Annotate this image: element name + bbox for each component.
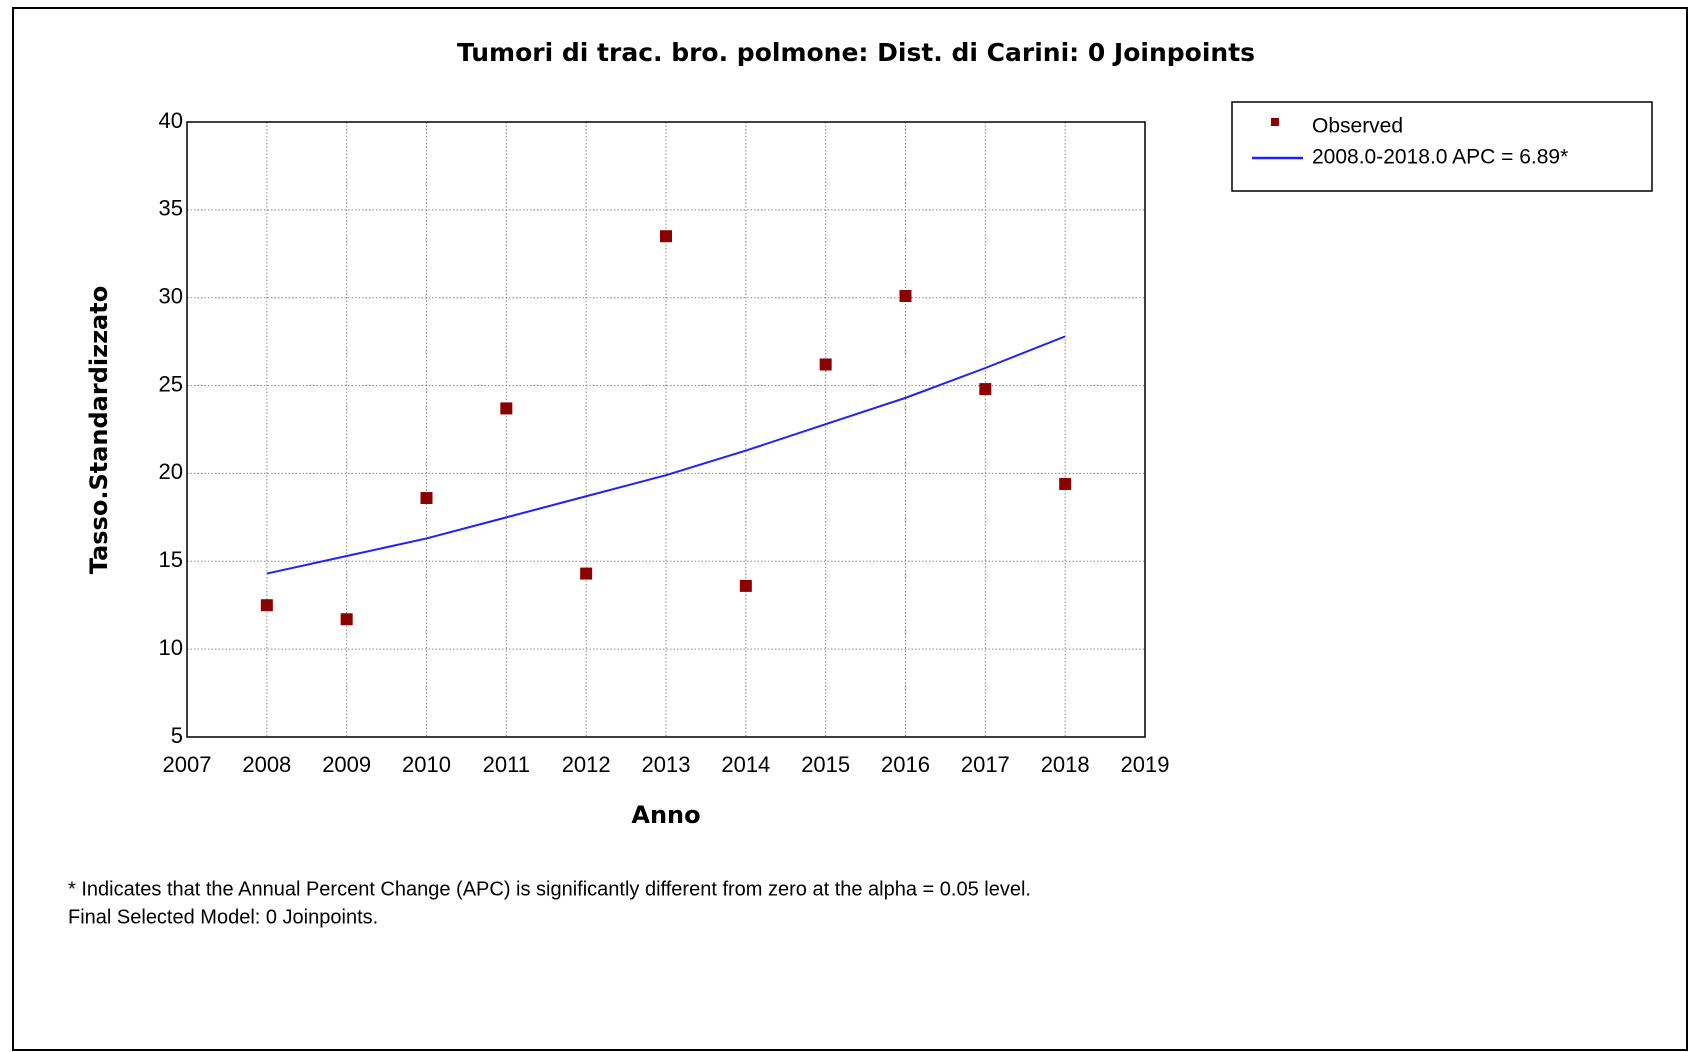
x-tick-label: 2019 [1121,752,1170,777]
y-tick-label: 5 [171,723,183,748]
point [260,599,273,612]
x-tick-label: 2015 [801,752,850,777]
legend-label: Observed [1312,115,1403,138]
point [899,289,912,302]
fit-line [266,335,1066,575]
x-tick-label: 2014 [721,752,770,777]
footnote: Final Selected Model: 0 Joinpoints. [68,906,378,928]
x-tick-label: 2017 [961,752,1010,777]
plot-area [186,121,1146,738]
x-tick-label: 2009 [322,752,371,777]
x-tick-label: 2008 [242,752,291,777]
footnote: * Indicates that the Annual Percent Chan… [68,878,1031,900]
point [1059,477,1072,490]
point [340,613,353,626]
x-tick-label: 2011 [483,752,530,777]
x-tick-label: 2012 [562,752,611,777]
x-tick-label: 2007 [163,752,212,777]
y-tick-label: 35 [159,196,183,221]
point [580,567,593,580]
x-tick-label: 2018 [1041,752,1090,777]
y-tick-label: 25 [159,371,183,396]
x-tick-label: 2010 [402,752,451,777]
point [660,230,672,243]
y-tick-label: 30 [159,284,183,309]
point [819,358,832,371]
y-tick-label: 20 [159,459,183,484]
x-tick-label: 2016 [881,752,930,777]
point [739,579,752,592]
chart-title: Tumori di trac. bro. polmone: Dist. di C… [457,38,1255,67]
point [420,492,433,505]
legend-box [1231,101,1653,192]
y-axis-label: Tasso.Standardizzato [85,286,113,574]
x-tick-label: 2013 [642,752,691,777]
x-axis-label: Anno [631,801,700,829]
y-tick-label: 40 [159,108,183,133]
frame [12,7,1688,1051]
legend-swatch [1271,118,1279,126]
y-tick-label: 15 [159,547,183,572]
y-tick-label: 10 [159,635,183,660]
point [979,383,992,396]
legend-label: 2008.0-2018.0 APC = 6.89* [1312,146,1568,169]
point [500,402,513,415]
